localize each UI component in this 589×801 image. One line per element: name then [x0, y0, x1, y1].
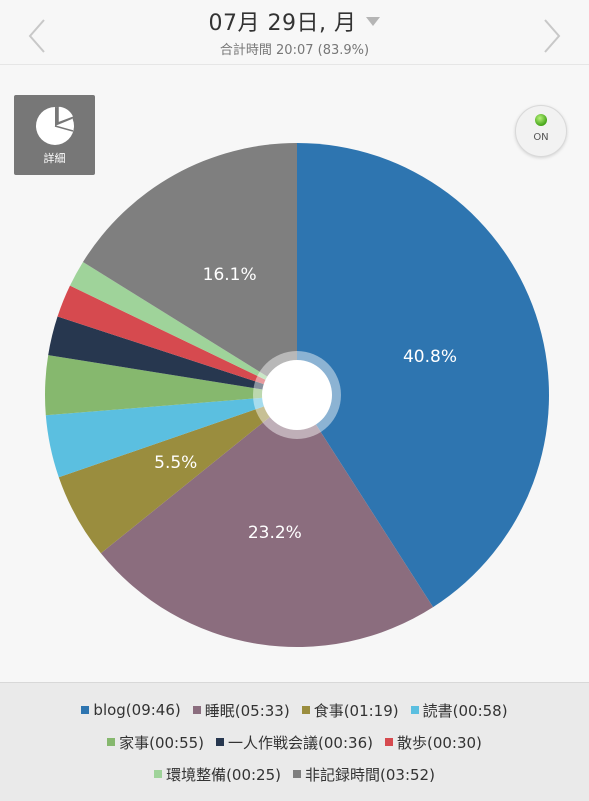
pie-slice[interactable]	[57, 285, 297, 395]
legend-item[interactable]: 睡眠(05:33)	[192, 699, 290, 721]
legend-swatch	[216, 738, 225, 746]
legend-swatch	[410, 706, 419, 714]
pie-slice[interactable]	[82, 143, 297, 395]
chevron-right-icon	[544, 19, 561, 53]
legend-label: 環境整備(00:25)	[166, 765, 281, 784]
legend-label: 家事(00:55)	[119, 733, 205, 752]
date-selector[interactable]: 07月 29日, 月	[0, 4, 589, 38]
pie-slice[interactable]	[58, 395, 297, 554]
pie-slice[interactable]	[297, 143, 550, 608]
legend-label: blog(09:46)	[93, 701, 181, 719]
legend-item[interactable]: 環境整備(00:25)	[154, 763, 281, 785]
chart-legend: blog(09:46) 睡眠(05:33) 食事(01:19) 読書(00:58) 家事…	[0, 682, 589, 801]
legend-label: 一人作戦会議(00:36)	[228, 733, 373, 752]
previous-day-button[interactable]	[20, 14, 56, 58]
legend-item[interactable]: 散歩(00:30)	[384, 731, 482, 753]
on-toggle[interactable]: ON	[515, 105, 567, 157]
legend-label: 非記録時間(03:52)	[305, 765, 435, 784]
slice-percent-label: 16.1%	[203, 265, 257, 285]
legend-swatch	[192, 706, 201, 714]
pie-slice[interactable]	[45, 395, 298, 478]
legend-swatch	[301, 706, 310, 714]
chart-area: 40.8% 23.2% 5.5% 16.1% 詳細 ON	[0, 81, 589, 677]
slice-percent-label: 40.8%	[403, 347, 457, 367]
chevron-left-icon	[28, 19, 45, 53]
legend-row: blog(09:46) 睡眠(05:33) 食事(01:19) 読書(00:58)	[0, 699, 589, 721]
legend-item[interactable]: blog(09:46)	[81, 699, 181, 721]
legend-label: 読書(00:58)	[422, 701, 508, 720]
pie-chart: 40.8% 23.2% 5.5% 16.1%	[45, 143, 550, 648]
legend-item[interactable]: 家事(00:55)	[107, 731, 204, 753]
legend-item[interactable]: 非記録時間(03:52)	[293, 763, 435, 785]
slice-percent-label: 5.5%	[154, 453, 197, 473]
next-day-button[interactable]	[533, 14, 569, 58]
center-hole	[262, 360, 332, 430]
legend-label: 睡眠(05:33)	[204, 701, 290, 720]
slice-percent-label: 23.2%	[248, 523, 302, 543]
detail-button[interactable]: 詳細	[14, 95, 95, 175]
status-led-icon	[535, 114, 547, 126]
date-title: 07月 29日, 月	[208, 11, 357, 36]
legend-swatch	[154, 770, 163, 778]
pie-slice[interactable]	[48, 316, 297, 395]
legend-row: 家事(00:55) 一人作戦会議(00:36) 散歩(00:30)	[0, 731, 589, 753]
legend-item[interactable]: 一人作戦会議(00:36)	[216, 731, 373, 753]
legend-swatch	[81, 706, 90, 714]
pie-slice[interactable]	[69, 261, 297, 395]
legend-label: 散歩(00:30)	[396, 733, 482, 752]
total-time: 合計時間 20:07 (83.9%)	[219, 43, 370, 58]
legend-swatch	[384, 738, 393, 746]
legend-swatch	[107, 738, 116, 746]
legend-row: 環境整備(00:25) 非記録時間(03:52)	[0, 763, 589, 785]
legend-item[interactable]: 食事(01:19)	[301, 699, 399, 721]
pie-slice[interactable]	[45, 355, 298, 416]
caret-down-icon	[366, 16, 381, 26]
legend-swatch	[293, 770, 301, 778]
toggle-label: ON	[533, 132, 549, 143]
pie-slice[interactable]	[100, 395, 434, 648]
legend-item[interactable]: 読書(00:58)	[410, 699, 508, 721]
date-header: 07月 29日, 月 合計時間 20:07 (83.9%)	[0, 0, 589, 65]
pie-chart-icon	[36, 105, 75, 145]
detail-button-label: 詳細	[43, 152, 66, 165]
legend-label: 食事(01:19)	[313, 701, 399, 720]
